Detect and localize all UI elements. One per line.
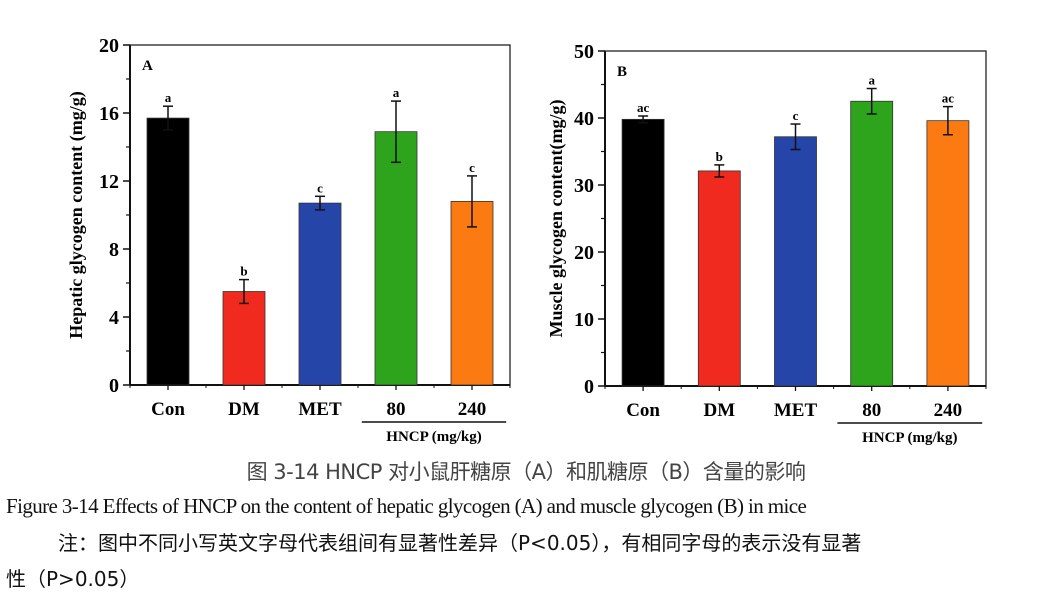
panel-a-significance-letter: c: [317, 180, 323, 195]
panel-a-x-tick-label: 80: [387, 399, 406, 420]
panel-a-bar-240: [450, 200, 494, 386]
panel-b-y-tick-label: 0: [584, 376, 594, 398]
panel-b-y-axis-label: Muscle glycogen content(mg/g): [546, 100, 567, 338]
panel-b-significance-letter: ac: [637, 100, 650, 115]
panel-b-y-tick-label: 50: [574, 41, 594, 63]
panel-b-bar-80: [850, 100, 894, 387]
caption-english: Figure 3-14 Effects of HNCP on the conte…: [6, 494, 807, 518]
panel-b-significance-letter: ac: [942, 91, 955, 106]
panel-b-x-tick-label: 240: [934, 400, 963, 421]
note-line-2: 性（P>0.05）: [6, 567, 140, 591]
panel-b-x-tick-label: MET: [774, 400, 818, 421]
panel-a-x-tick-label: MET: [298, 399, 342, 420]
panel-b-panel-letter: B: [617, 64, 627, 80]
panel-a-y-tick-label: 0: [109, 375, 119, 397]
note-line-1: 注：图中不同小写英文字母代表组间有显著性差异（P<0.05），有相同字母的表示没…: [58, 531, 862, 555]
panel-b-significance-letter: b: [716, 149, 723, 164]
panel-a-significance-letter: a: [393, 85, 400, 100]
panel-b-significance-letter: a: [868, 73, 875, 88]
panel-b-significance-letter: c: [793, 108, 799, 123]
panel-a-y-tick-label: 12: [99, 171, 119, 193]
panel-b-x-tick-label: 80: [862, 400, 881, 421]
panel-a-y-tick-label: 20: [99, 35, 119, 57]
panel-b-y-tick-label: 40: [574, 108, 594, 130]
panel-a-group-label: HNCP (mg/kg): [386, 429, 481, 445]
panel-a-bar-80: [374, 131, 418, 386]
panel-b-y-tick-label: 20: [574, 242, 594, 264]
panel-b-y-tick-label: 10: [574, 309, 594, 331]
panel-a-x-tick-label: Con: [151, 399, 185, 420]
panel-a-y-axis-label: Hepatic glycogen content (mg/g): [66, 91, 87, 338]
panel-b-bar-240: [926, 120, 970, 387]
panel-a-significance-letter: a: [165, 90, 172, 105]
caption-chinese: 图 3-14 HNCP 对小鼠肝糖原（A）和肌糖原（B）含量的影响: [246, 460, 806, 484]
panel-a-y-tick-label: 8: [109, 239, 119, 261]
panel-b-bar-dm: [697, 170, 741, 387]
panel-a-bar-dm: [222, 291, 266, 386]
panel-a-x-tick-label: 240: [458, 399, 487, 420]
panel-a-panel-letter: A: [142, 58, 153, 74]
panel-b-y-tick-label: 30: [574, 175, 594, 197]
panel-a-bar-met: [298, 202, 342, 386]
panel-b-bar-met: [774, 136, 817, 387]
panel-a-x-tick-label: DM: [228, 399, 260, 420]
panel-a-y-tick-label: 4: [109, 307, 119, 329]
panel-b-bar-con: [621, 118, 665, 387]
panel-a-significance-letter: c: [469, 160, 475, 175]
panel-a-significance-letter: b: [240, 264, 247, 279]
panel-a-bar-con: [146, 117, 190, 386]
panel-b-group-label: HNCP (mg/kg): [862, 430, 957, 446]
figure-charts: 0 4 8 12 16 20 Hepatic glycogen content (mg/g)…: [66, 35, 987, 446]
panel-b-x-tick-label: DM: [703, 400, 735, 421]
panel-a-y-tick-label: 16: [99, 103, 119, 125]
panel-b-x-tick-label: Con: [626, 400, 660, 421]
